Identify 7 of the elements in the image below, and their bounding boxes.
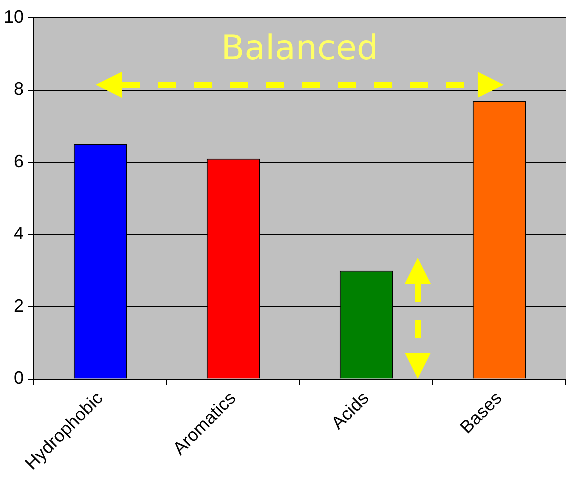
y-tick-label: 8 bbox=[14, 79, 24, 100]
y-tick-label: 6 bbox=[14, 151, 24, 172]
y-tick-label: 2 bbox=[14, 296, 24, 316]
y-tick-label: 4 bbox=[14, 224, 24, 244]
y-tick-label: 0 bbox=[14, 368, 24, 388]
y-tick-label: 10 bbox=[4, 6, 24, 27]
annotation: Balanced bbox=[221, 28, 379, 68]
